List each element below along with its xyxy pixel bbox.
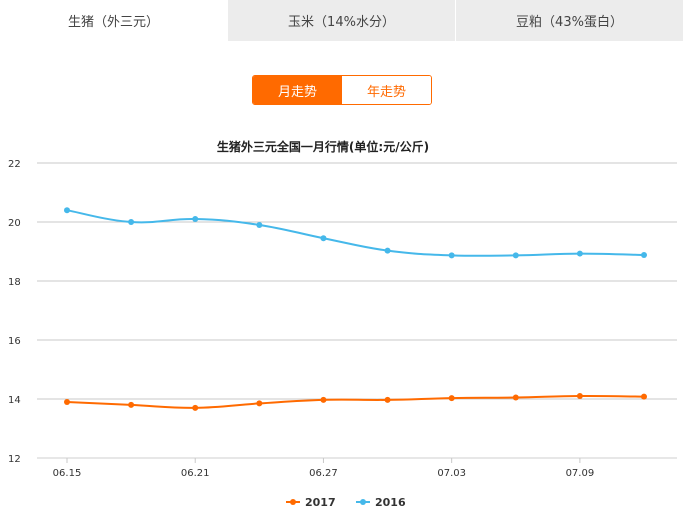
- y-tick-label: 18: [8, 277, 21, 288]
- data-point-2017[interactable]: [384, 396, 391, 403]
- x-tick-label: 06.15: [53, 468, 82, 479]
- data-point-2017[interactable]: [256, 400, 263, 407]
- trend-toggle: 月走势 年走势: [252, 75, 432, 105]
- yearly-trend-button[interactable]: 年走势: [342, 76, 431, 104]
- chart-title: 生猪外三元全国一月行情(单位:元/公斤): [217, 139, 429, 154]
- chart-grid: [37, 162, 677, 459]
- tab-corn[interactable]: 玉米（14%水分）: [227, 0, 455, 41]
- data-point-2016[interactable]: [641, 252, 647, 259]
- series-line-2016: [66, 209, 645, 257]
- commodity-tabs: 生猪（外三元） 玉米（14%水分） 豆粕（43%蛋白）: [0, 0, 683, 41]
- chart-legend: 2017 2016: [286, 496, 406, 509]
- chart-series: [64, 207, 647, 411]
- data-point-2016[interactable]: [192, 216, 199, 223]
- y-tick-label: 20: [8, 218, 21, 229]
- x-tick-label: 06.27: [309, 468, 338, 479]
- data-point-2017[interactable]: [576, 393, 583, 400]
- data-point-2016[interactable]: [512, 252, 519, 259]
- data-point-2017[interactable]: [448, 395, 455, 402]
- tab-hog[interactable]: 生猪（外三元）: [0, 0, 227, 41]
- data-point-2017[interactable]: [64, 398, 70, 405]
- legend-item-2017[interactable]: 2017: [305, 496, 336, 509]
- x-tick-label: 07.03: [437, 468, 466, 479]
- data-point-2017[interactable]: [641, 393, 647, 400]
- y-tick-label: 22: [8, 159, 21, 170]
- x-tick-label: 07.09: [566, 468, 595, 479]
- data-point-2016[interactable]: [448, 252, 455, 259]
- data-point-2016[interactable]: [320, 235, 327, 242]
- y-tick-label: 14: [8, 395, 21, 406]
- data-point-2016[interactable]: [128, 219, 135, 225]
- data-point-2017[interactable]: [512, 394, 519, 401]
- monthly-trend-button[interactable]: 月走势: [253, 76, 342, 104]
- data-point-2016[interactable]: [256, 221, 263, 228]
- data-point-2016[interactable]: [576, 250, 583, 257]
- legend-swatch-dot: [360, 499, 366, 505]
- data-point-2017[interactable]: [128, 401, 135, 408]
- data-point-2017[interactable]: [320, 396, 327, 403]
- series-line-2017: [66, 395, 645, 409]
- legend-item-2016[interactable]: 2016: [375, 496, 406, 509]
- data-point-2016[interactable]: [64, 207, 70, 214]
- y-tick-label: 12: [8, 454, 21, 465]
- chart-axes: 12 14 16 18 20 22 06.15 06.21 06.27 07.03 07.09: [8, 159, 594, 479]
- legend-swatch-dot: [290, 499, 296, 505]
- y-tick-label: 16: [8, 336, 21, 347]
- tab-soybean-meal[interactable]: 豆粕（43%蛋白）: [455, 0, 683, 41]
- x-tick-label: 06.21: [181, 468, 210, 479]
- data-point-2017[interactable]: [192, 404, 199, 411]
- data-point-2016[interactable]: [384, 247, 391, 254]
